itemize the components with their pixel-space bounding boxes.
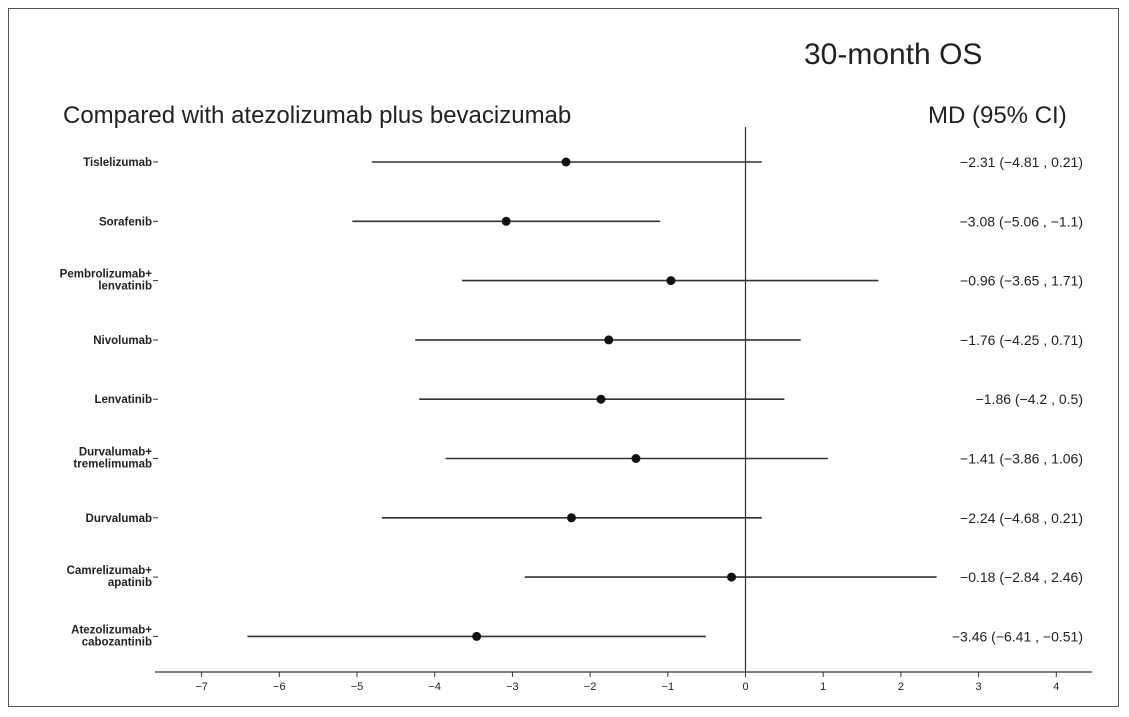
x-tick-label: −5 (351, 681, 364, 693)
treatment-label: Tislelizumab (83, 157, 152, 169)
point-estimate (727, 572, 737, 582)
x-tick-label: 0 (742, 681, 748, 693)
treatment-label: Pembrolizumab+ (60, 269, 153, 281)
md-ci-value: −1.41 (−3.86 , 1.06) (960, 451, 1083, 467)
md-ci-value: −0.18 (−2.84 , 2.46) (960, 569, 1083, 585)
figure-frame (8, 8, 1119, 707)
treatment-label: Nivolumab (93, 335, 152, 347)
chart-title: 30-month OS (804, 38, 983, 71)
x-tick-label: 2 (898, 681, 904, 693)
md-ci-value: −1.86 (−4.2 , 0.5) (976, 391, 1083, 407)
point-estimate (501, 216, 511, 226)
x-tick-label: 4 (1053, 681, 1059, 693)
x-tick-label: −2 (584, 681, 597, 693)
x-tick-label: −6 (273, 681, 286, 693)
treatment-label: lenvatinib (98, 281, 152, 293)
treatment-label: apatinib (108, 577, 152, 589)
treatment-label: Durvalumab (86, 513, 152, 525)
treatment-label: cabozantinib (82, 636, 152, 648)
treatment-label: Lenvatinib (94, 394, 152, 406)
treatment-label: Sorafenib (99, 216, 152, 228)
treatment-label: tremelimumab (73, 459, 152, 471)
x-tick-label: 3 (976, 681, 982, 693)
x-tick-label: 1 (820, 681, 826, 693)
md-ci-value: −3.46 (−6.41 , −0.51) (952, 628, 1083, 644)
md-ci-value: −2.24 (−4.68 , 0.21) (960, 510, 1083, 526)
point-estimate (561, 157, 571, 167)
x-tick-label: −7 (195, 681, 208, 693)
point-estimate (604, 335, 614, 345)
chart-subtitle: Compared with atezolizumab plus bevacizu… (63, 102, 572, 129)
treatment-label: Atezolizumab+ (71, 624, 152, 636)
point-estimate (666, 276, 676, 286)
point-estimate (566, 513, 576, 523)
point-estimate (631, 454, 641, 463)
x-tick-label: −1 (662, 681, 675, 693)
x-tick-label: −4 (428, 681, 441, 693)
md-ci-value: −2.31 (−4.81 , 0.21) (960, 154, 1083, 170)
md-ci-header: MD (95% CI) (928, 102, 1067, 129)
md-ci-value: −1.76 (−4.25 , 0.71) (960, 332, 1083, 348)
md-ci-value: −3.08 (−5.06 , −1.1) (960, 213, 1083, 229)
point-estimate (596, 394, 606, 404)
treatment-label: Durvalumab+ (79, 447, 152, 459)
x-tick-label: −3 (506, 681, 519, 693)
md-ci-value: −0.96 (−3.65 , 1.71) (960, 273, 1083, 289)
treatment-label: Camrelizumab+ (67, 565, 153, 577)
point-estimate (472, 631, 482, 641)
